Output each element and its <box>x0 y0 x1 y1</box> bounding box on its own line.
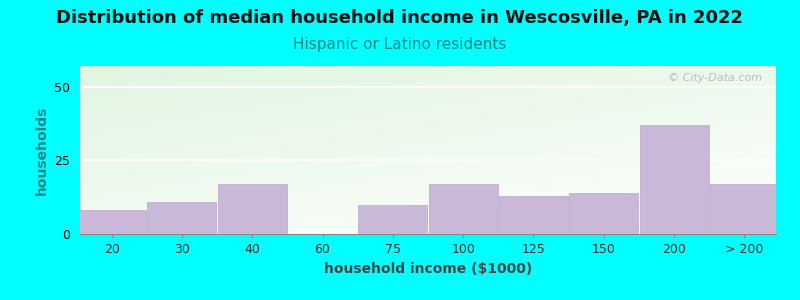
Text: © City-Data.com: © City-Data.com <box>668 73 762 83</box>
Text: Distribution of median household income in Wescosville, PA in 2022: Distribution of median household income … <box>57 9 743 27</box>
X-axis label: household income ($1000): household income ($1000) <box>324 262 532 276</box>
Bar <box>710 184 779 234</box>
Bar <box>499 196 568 234</box>
Bar <box>358 205 427 234</box>
Bar <box>570 193 638 234</box>
Y-axis label: households: households <box>34 105 49 195</box>
Bar <box>147 202 216 234</box>
Bar <box>640 125 709 234</box>
Bar <box>218 184 286 234</box>
Bar <box>77 210 146 234</box>
Bar <box>429 184 498 234</box>
Text: Hispanic or Latino residents: Hispanic or Latino residents <box>294 38 506 52</box>
